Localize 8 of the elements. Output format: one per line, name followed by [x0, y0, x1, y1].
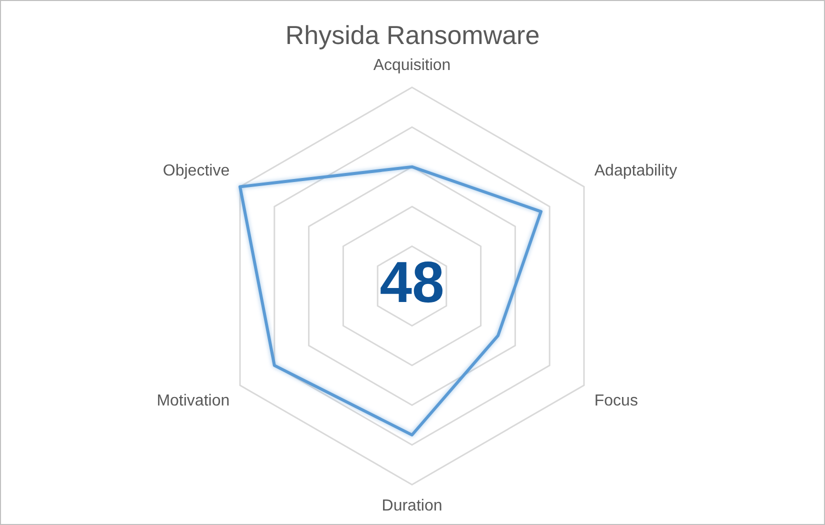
spoke-label: Duration: [382, 498, 442, 515]
spoke-label: Focus: [594, 392, 638, 410]
spoke-label: Acquisition: [373, 57, 451, 74]
spoke-label: Motivation: [156, 392, 230, 410]
spoke-label: Objective: [162, 162, 230, 180]
text: 48: [380, 250, 444, 315]
chart-title: Rhysida Ransomware: [285, 20, 540, 50]
spoke-label: Adaptability: [594, 162, 678, 180]
